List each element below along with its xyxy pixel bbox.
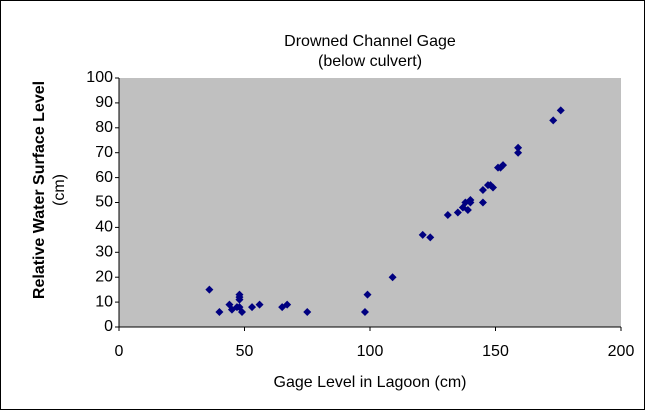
- x-tick-label: 0: [115, 343, 124, 360]
- y-tick-label: 90: [95, 94, 113, 111]
- y-axis-label: Relative Water Surface Level: [31, 81, 48, 299]
- point: [463, 205, 472, 214]
- x-tick-label: 200: [608, 343, 635, 360]
- point: [205, 285, 214, 294]
- y-axis-unit: (cm): [51, 174, 68, 206]
- x-tick-label: 50: [236, 343, 254, 360]
- point: [255, 300, 264, 309]
- point: [499, 161, 508, 170]
- point: [556, 106, 565, 115]
- y-tick-label: 50: [95, 194, 113, 211]
- y-tick-label: 60: [95, 169, 113, 186]
- chart-title: Drowned Channel Gage: [284, 33, 456, 50]
- y-tick-label: 80: [95, 119, 113, 136]
- point: [478, 198, 487, 207]
- x-tick-label: 150: [482, 343, 509, 360]
- point: [363, 290, 372, 299]
- y-tick-label: 30: [95, 244, 113, 261]
- point: [283, 300, 292, 309]
- x-axis-label: Gage Level in Lagoon (cm): [274, 374, 467, 391]
- point: [426, 233, 435, 242]
- y-tick-label: 10: [95, 293, 113, 310]
- point: [360, 308, 369, 317]
- point: [303, 308, 312, 317]
- plot-area: [119, 78, 621, 327]
- point: [443, 210, 452, 219]
- point: [388, 273, 397, 282]
- point: [488, 183, 497, 192]
- y-tick-label: 20: [95, 268, 113, 285]
- y-tick-label: 40: [95, 219, 113, 236]
- point: [478, 186, 487, 195]
- point: [215, 308, 224, 317]
- point: [514, 143, 523, 152]
- point: [248, 303, 257, 312]
- point: [235, 295, 244, 304]
- y-tick-label: 70: [95, 144, 113, 161]
- chart-subtitle: (below culvert): [318, 53, 422, 70]
- y-tick-label: 0: [104, 318, 113, 335]
- point: [237, 308, 246, 317]
- y-tick-label: 100: [86, 69, 113, 86]
- x-tick-label: 100: [357, 343, 384, 360]
- point: [453, 208, 462, 217]
- point: [418, 230, 427, 239]
- point: [514, 148, 523, 157]
- point: [466, 196, 475, 205]
- point: [549, 116, 558, 125]
